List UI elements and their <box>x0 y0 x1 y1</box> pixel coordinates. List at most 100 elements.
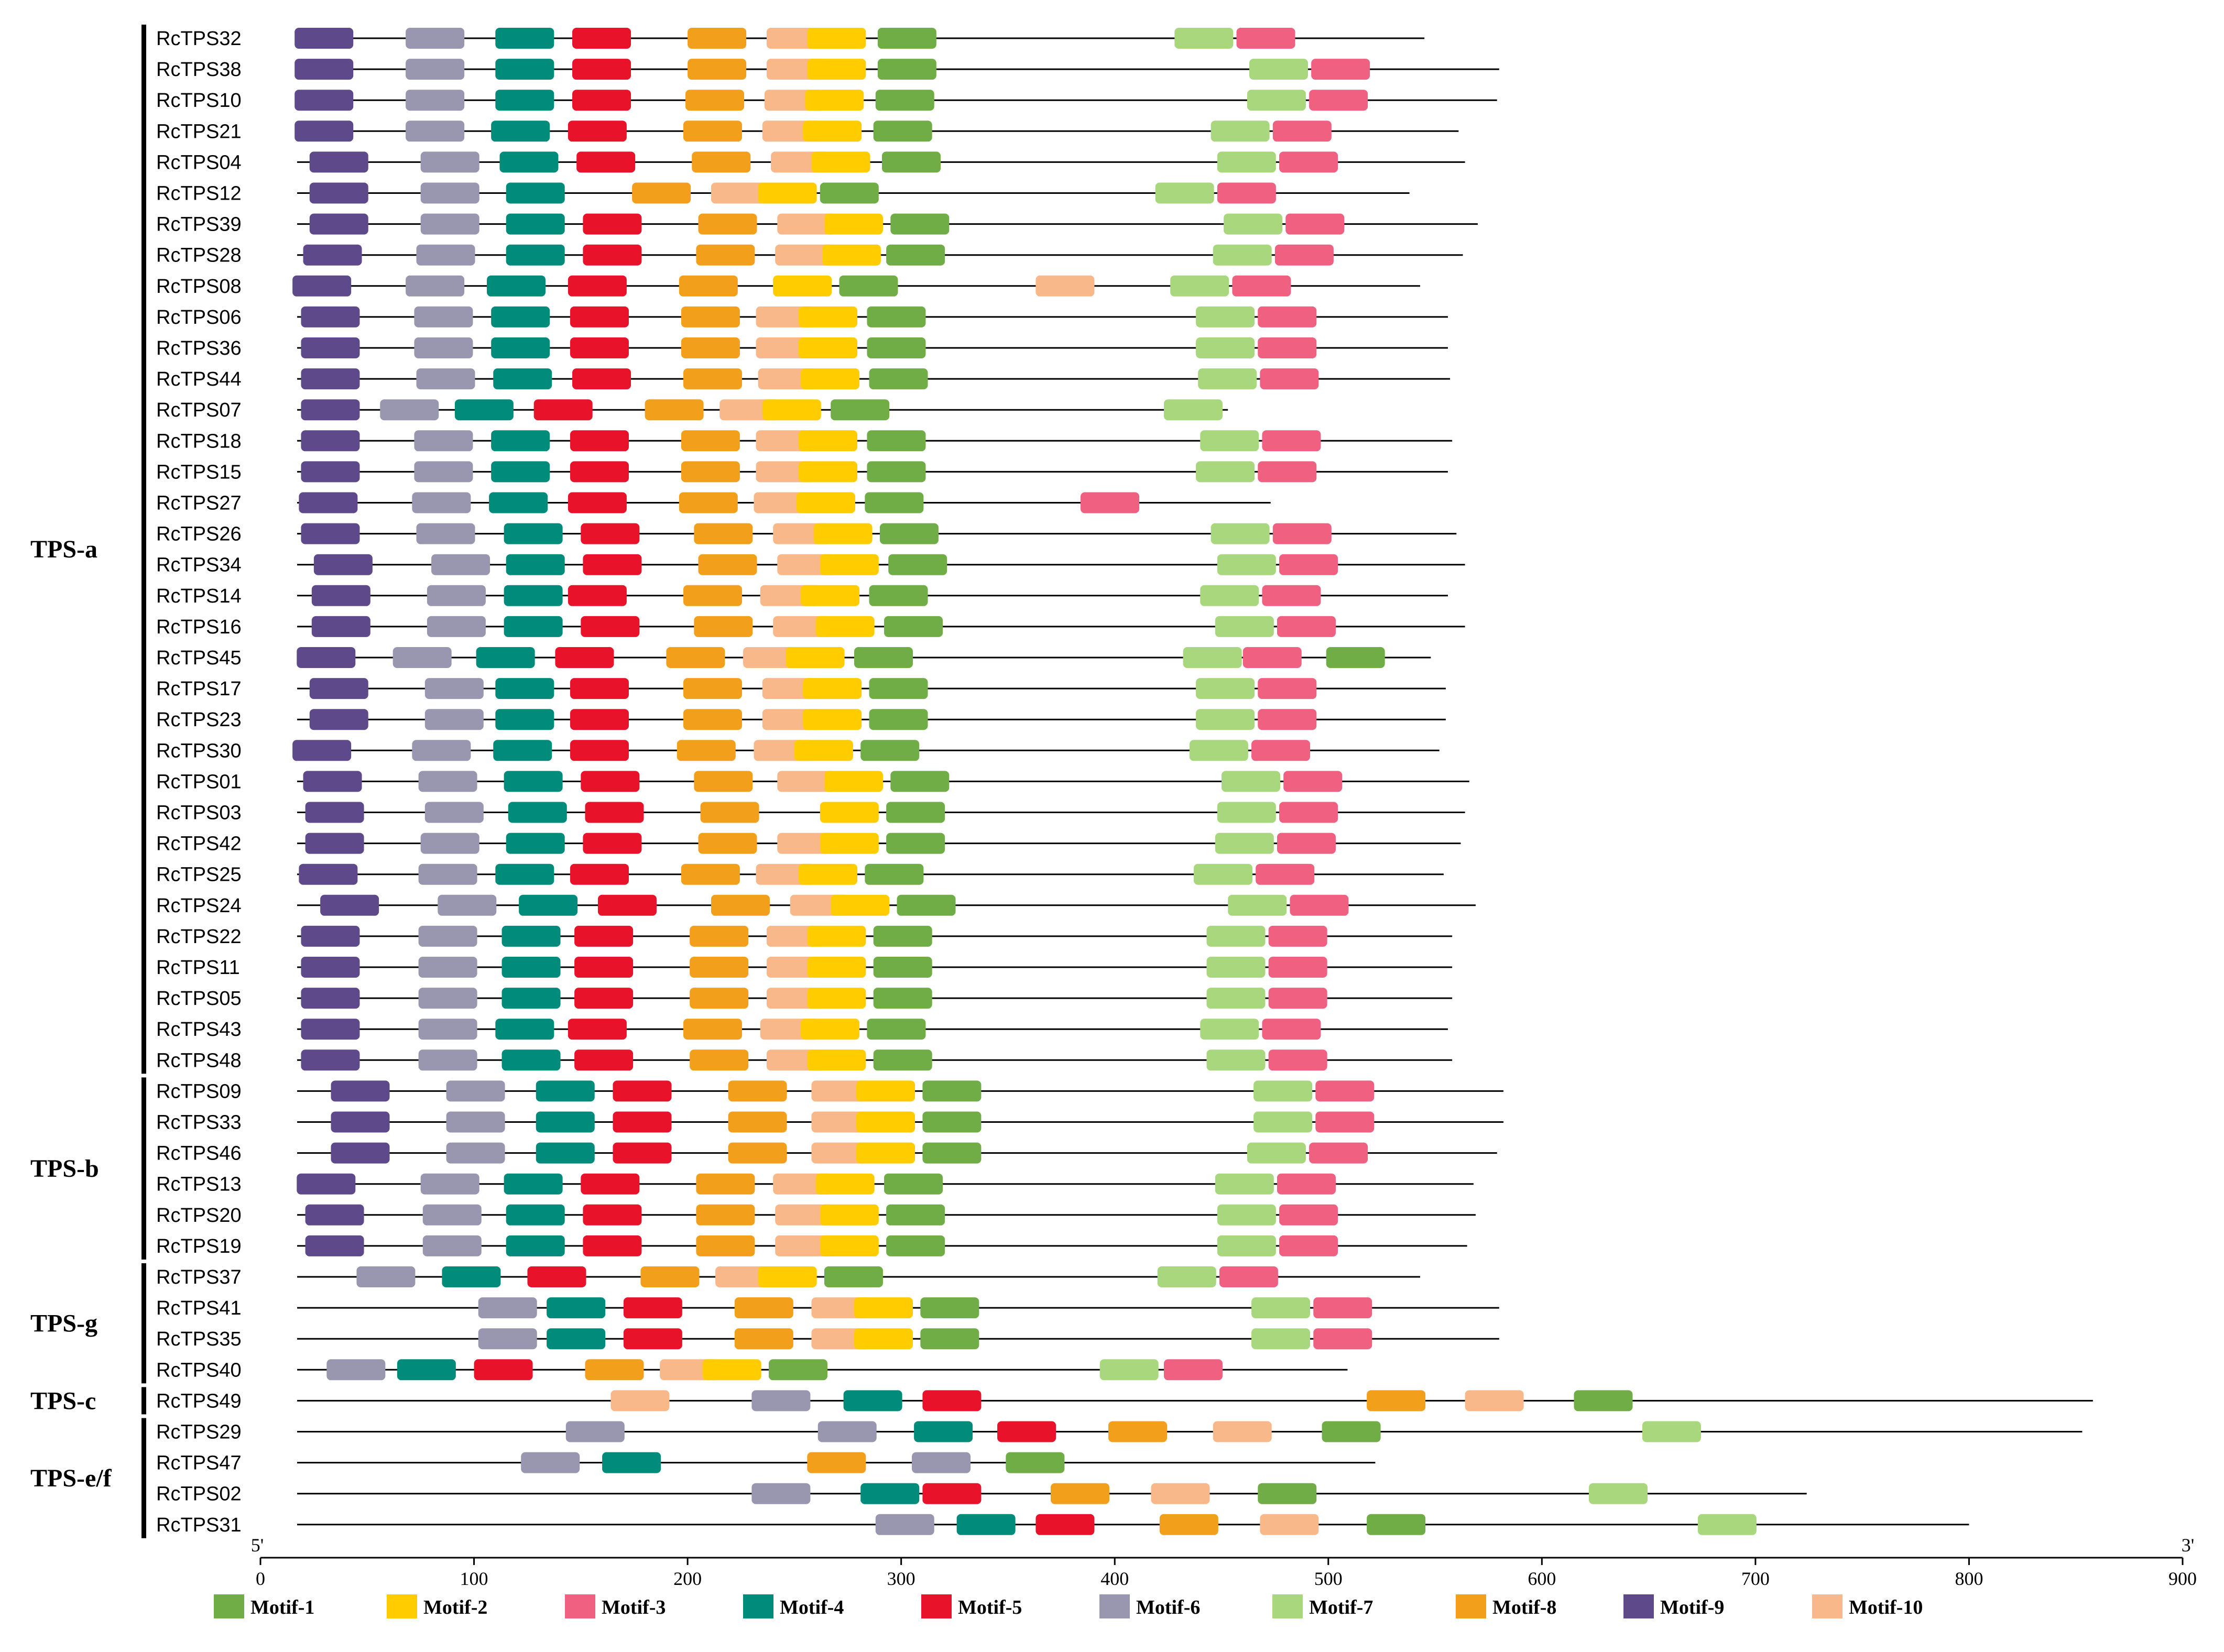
motif-box-m2 <box>807 59 866 80</box>
motif-box-m10 <box>1035 275 1095 297</box>
motif-box-m1 <box>890 213 950 235</box>
motif-box-m1 <box>875 90 934 111</box>
legend-label: Motif-8 <box>1492 1596 1556 1618</box>
motif-box-m5 <box>568 121 627 142</box>
group-label: TPS-a <box>30 535 97 563</box>
motif-box-m7 <box>1196 337 1255 358</box>
motif-box-m3 <box>1279 802 1338 823</box>
motif-box-m8 <box>690 1049 749 1071</box>
gene-row: RcTPS22 <box>156 925 1453 948</box>
gene-row: RcTPS02 <box>156 1483 1807 1505</box>
motif-box-m5 <box>623 1297 682 1319</box>
motif-box-m1 <box>922 1111 982 1133</box>
gene-row: RcTPS46 <box>156 1142 1497 1165</box>
motif-box-m4 <box>495 59 554 80</box>
motif-box-m9 <box>331 1111 390 1133</box>
motif-box-m5 <box>583 554 642 575</box>
motif-box-m4 <box>506 213 565 235</box>
legend-label: Motif-9 <box>1660 1596 1724 1618</box>
motif-box-m5 <box>922 1483 982 1504</box>
x-tick-label: 100 <box>460 1568 488 1589</box>
motif-box-m7 <box>1588 1483 1648 1504</box>
motif-box-m6 <box>406 28 465 49</box>
motif-box-m8 <box>696 1204 755 1226</box>
gene-label: RcTPS49 <box>156 1390 242 1412</box>
motif-box-m3 <box>1260 368 1319 390</box>
motif-box-m3 <box>1279 1235 1338 1256</box>
motif-box-m3 <box>1277 1173 1336 1195</box>
motif-box-m4 <box>519 894 578 916</box>
motif-box-m4 <box>502 925 561 947</box>
group-bracket <box>141 1263 146 1384</box>
motif-box-m6 <box>414 306 473 327</box>
motif-box-m5 <box>572 90 631 111</box>
x-tick-label: 0 <box>256 1568 265 1589</box>
motif-box-m5 <box>583 1235 642 1256</box>
motif-box-m8 <box>683 709 742 730</box>
motif-box-m9 <box>295 121 354 142</box>
gene-label: RcTPS01 <box>156 771 242 793</box>
motif-box-m8 <box>1108 1421 1167 1442</box>
motif-box-m5 <box>997 1421 1056 1442</box>
gene-label: RcTPS12 <box>156 183 242 205</box>
motif-box-m7 <box>1183 647 1242 668</box>
motif-box-m4 <box>504 771 563 792</box>
motif-box-m1 <box>884 616 943 637</box>
motif-box-m2 <box>799 337 858 358</box>
motif-box-m3 <box>1277 833 1336 854</box>
motif-box-m5 <box>527 1266 586 1287</box>
motif-box-m3 <box>1251 740 1311 761</box>
motif-box-m8 <box>694 771 753 792</box>
motif-box-m1 <box>1322 1421 1381 1442</box>
legend-label: Motif-3 <box>602 1596 666 1618</box>
motif-box-m5 <box>581 1173 640 1195</box>
motif-box-m8 <box>698 554 757 575</box>
motif-box-m1 <box>1006 1452 1065 1473</box>
motif-box-m2 <box>824 771 883 792</box>
gene-row: RcTPS44 <box>156 368 1451 390</box>
motif-box-m2 <box>811 151 870 173</box>
motif-box-m1 <box>869 585 928 606</box>
motif-box-m1 <box>897 894 956 916</box>
gene-row: RcTPS03 <box>156 802 1465 824</box>
motif-box-m4 <box>506 1235 565 1256</box>
gene-row: RcTPS05 <box>156 988 1453 1010</box>
motif-box-m4 <box>536 1142 595 1164</box>
motif-box-m7 <box>1215 1173 1274 1195</box>
motif-box-m2 <box>799 306 858 327</box>
motif-box-m6 <box>418 988 477 1009</box>
motif-box-m5 <box>572 28 631 49</box>
motif-box-m1 <box>922 1080 982 1102</box>
motif-box-m9 <box>311 616 370 637</box>
motif-box-m6 <box>420 151 479 173</box>
gene-label: RcTPS06 <box>156 307 242 329</box>
motif-box-m5 <box>1035 1514 1095 1535</box>
motif-box-m3 <box>1279 1204 1338 1226</box>
motif-box-m3 <box>1242 647 1302 668</box>
motif-box-m4 <box>504 1173 563 1195</box>
motif-box-m5 <box>568 492 627 513</box>
motif-box-m4 <box>495 1019 554 1040</box>
motif-box-m8 <box>690 988 749 1009</box>
motif-box-m7 <box>1215 616 1274 637</box>
group-bracket <box>141 25 146 1074</box>
motif-box-m1 <box>886 833 945 854</box>
motif-box-m9 <box>331 1080 390 1102</box>
motif-box-m2 <box>815 1173 875 1195</box>
gene-row: RcTPS18 <box>156 430 1453 452</box>
motif-box-m1 <box>873 1049 932 1071</box>
motif-box-m3 <box>1309 90 1368 111</box>
gene-row: RcTPS48 <box>156 1049 1453 1071</box>
motif-box-m3 <box>1217 182 1276 204</box>
motif-box-m8 <box>1159 1514 1218 1535</box>
motif-box-m7 <box>1217 151 1276 173</box>
gene-label: RcTPS46 <box>156 1143 242 1165</box>
gene-row: RcTPS29 <box>156 1421 2083 1443</box>
motif-box-m4 <box>547 1297 606 1319</box>
gene-label: RcTPS41 <box>156 1297 242 1319</box>
gene-label: RcTPS21 <box>156 121 242 143</box>
motif-box-m7 <box>1194 863 1253 885</box>
gene-row: RcTPS28 <box>156 244 1463 267</box>
motif-box-m2 <box>807 925 866 947</box>
motif-box-m2 <box>824 213 883 235</box>
